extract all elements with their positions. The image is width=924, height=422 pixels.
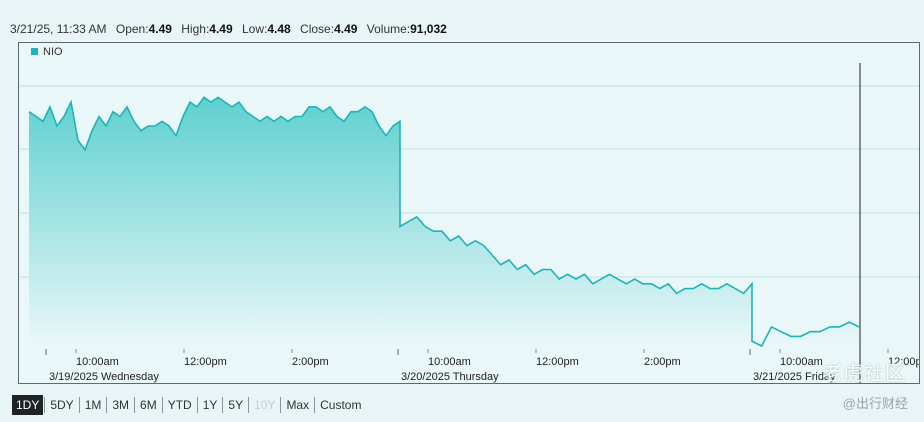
range-separator — [280, 397, 282, 413]
volume-value: 91,032 — [410, 22, 447, 36]
range-button-5dy[interactable]: 5DY — [50, 398, 74, 412]
high-label: High: — [181, 22, 210, 36]
range-button-1y[interactable]: 1Y — [202, 398, 218, 412]
range-button-3m[interactable]: 3M — [112, 398, 130, 412]
close-label: Close: — [300, 22, 335, 36]
range-separator — [161, 397, 163, 413]
range-separator — [134, 397, 136, 413]
quote-info-bar: 3/21/25, 11:33 AM Open:4.49 High:4.49 Lo… — [10, 22, 447, 38]
time-tick-label: 12:00pm — [184, 356, 227, 368]
range-separator — [78, 397, 80, 413]
time-tick-label: 12:00pm — [888, 356, 919, 368]
close-value: 4.49 — [334, 22, 358, 36]
day-label: 3/21/2025 Friday — [753, 371, 836, 383]
legend-label: NIO — [43, 46, 63, 58]
watermark-handle: @出行财经 — [842, 396, 908, 411]
day-label: 3/19/2025 Wednesday — [49, 371, 159, 383]
legend-swatch — [31, 48, 38, 55]
quote-datetime: 3/21/25, 11:33 AM — [10, 22, 107, 36]
range-separator — [222, 397, 224, 413]
time-tick-label: 2:00pm — [644, 356, 681, 368]
high-value: 4.49 — [209, 22, 233, 36]
watermark-text: 老虎社区 — [822, 363, 906, 385]
range-separator — [314, 397, 316, 413]
range-separator — [248, 397, 250, 413]
range-separator — [196, 397, 198, 413]
price-line — [28, 96, 860, 348]
range-button-1dy[interactable]: 1DY — [12, 395, 44, 415]
time-tick-label: 10:00am — [428, 356, 471, 368]
time-tick-label: 10:00am — [780, 356, 823, 368]
time-tick-label: 2:00pm — [292, 356, 329, 368]
price-chart-svg[interactable]: NIO 10:00am 12:00pm 2:00pm 3/19/2025 Wednesd… — [19, 43, 919, 383]
range-button-1m[interactable]: 1M — [84, 398, 102, 412]
range-selector: 1DY 5DY 1M 3M 6M YTD 1Y 5Y 10Y Max Custom — [12, 395, 365, 415]
time-tick-label: 10:00am — [76, 356, 119, 368]
price-chart[interactable]: NIO 10:00am 12:00pm 2:00pm 3/19/2025 Wednesd… — [18, 42, 920, 384]
open-value: 4.49 — [148, 22, 172, 36]
range-button-max[interactable]: Max — [286, 398, 310, 412]
day-label: 3/20/2025 Thursday — [401, 371, 499, 383]
price-area-fill — [29, 97, 859, 346]
open-label: Open: — [115, 22, 149, 36]
range-button-6m[interactable]: 6M — [140, 398, 157, 412]
low-value: 4.48 — [267, 22, 291, 36]
range-button-custom[interactable]: Custom — [320, 398, 362, 412]
range-button-ytd[interactable]: YTD — [167, 398, 192, 412]
low-label: Low: — [241, 22, 268, 36]
range-button-5y[interactable]: 5Y — [228, 398, 244, 412]
volume-label: Volume: — [366, 22, 411, 36]
range-separator — [44, 397, 46, 413]
range-separator — [106, 397, 108, 413]
range-button-10y: 10Y — [254, 398, 276, 412]
time-tick-label: 12:00pm — [536, 356, 579, 368]
